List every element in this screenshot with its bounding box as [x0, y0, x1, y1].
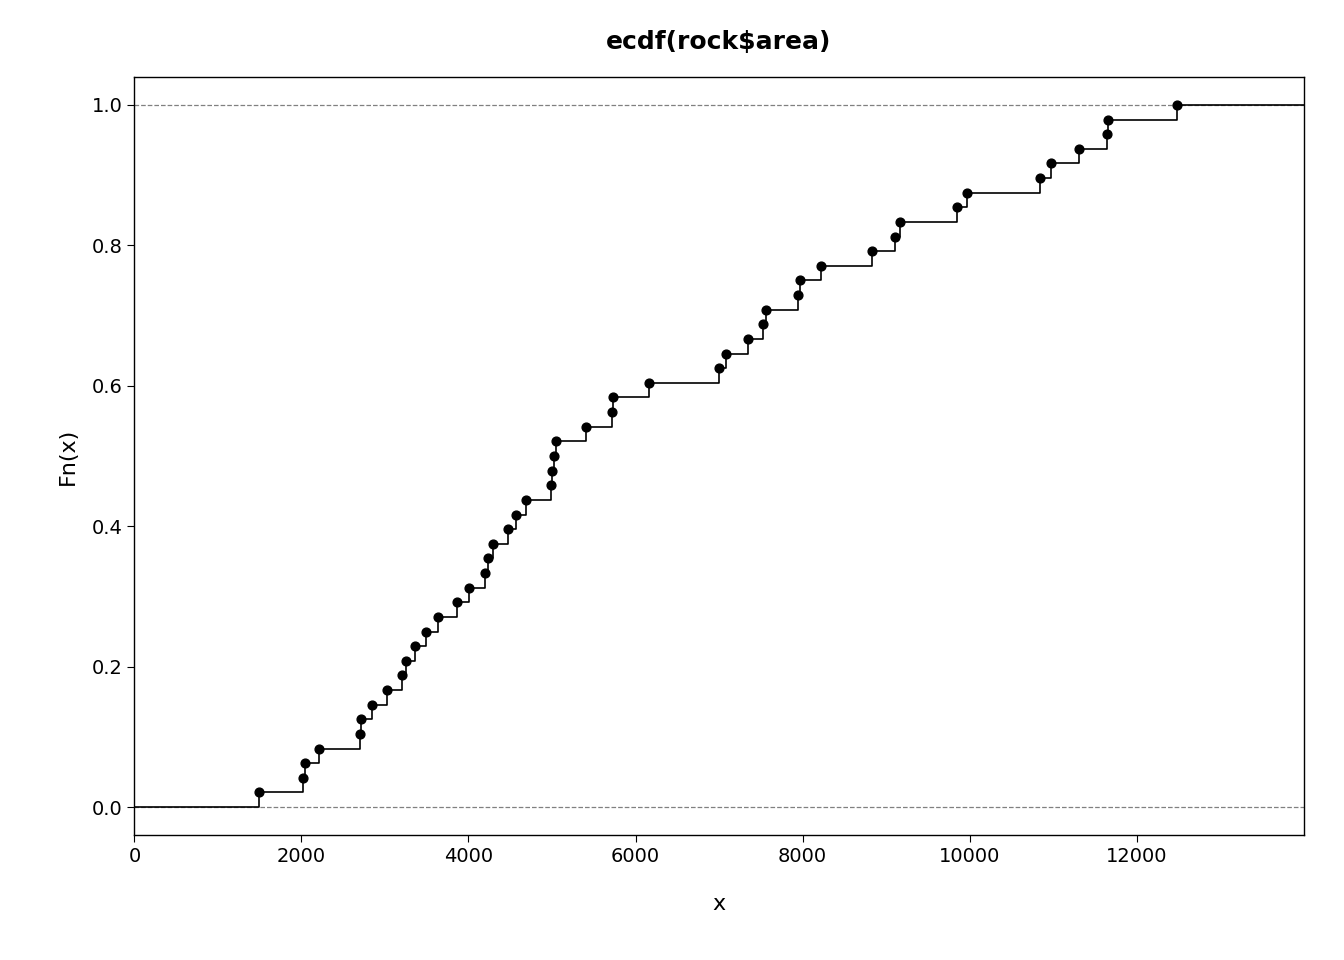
Point	[1097, 111, 1118, 127]
Point	[753, 317, 774, 332]
Point	[1030, 170, 1051, 185]
Point	[376, 683, 398, 698]
Point	[247, 785, 269, 801]
Point	[888, 214, 910, 229]
Point	[505, 507, 527, 522]
Point	[542, 463, 563, 478]
Point	[415, 624, 437, 639]
Point	[755, 302, 777, 318]
Point	[1167, 97, 1188, 112]
Point	[1068, 141, 1090, 156]
Point	[862, 244, 883, 259]
Point	[497, 521, 519, 537]
Point	[957, 185, 978, 201]
Point	[427, 610, 449, 625]
Point	[884, 228, 906, 244]
Point	[601, 404, 622, 420]
Point	[482, 536, 504, 551]
Title: ecdf(rock$area): ecdf(rock$area)	[606, 30, 832, 54]
Point	[477, 551, 499, 566]
Point	[546, 434, 567, 449]
Point	[474, 565, 496, 581]
Point	[405, 638, 426, 654]
Point	[294, 756, 316, 771]
Point	[946, 200, 968, 215]
Point	[602, 390, 624, 405]
Point	[540, 477, 562, 492]
Point	[308, 741, 329, 756]
Point	[788, 287, 809, 302]
Point	[715, 346, 737, 361]
Point	[810, 258, 832, 274]
Point	[391, 668, 413, 684]
Point	[1040, 156, 1062, 171]
Point	[349, 727, 371, 742]
Point	[458, 580, 480, 595]
Point	[293, 770, 314, 785]
Point	[395, 653, 417, 668]
X-axis label: x: x	[712, 894, 726, 914]
Point	[575, 420, 597, 435]
Point	[638, 375, 660, 391]
Point	[446, 594, 468, 610]
Point	[789, 273, 810, 288]
Y-axis label: Fn(x): Fn(x)	[58, 427, 78, 485]
Point	[708, 361, 730, 376]
Point	[515, 492, 536, 508]
Point	[362, 697, 383, 712]
Point	[1097, 127, 1118, 142]
Point	[349, 711, 371, 727]
Point	[738, 331, 759, 347]
Point	[543, 448, 564, 464]
